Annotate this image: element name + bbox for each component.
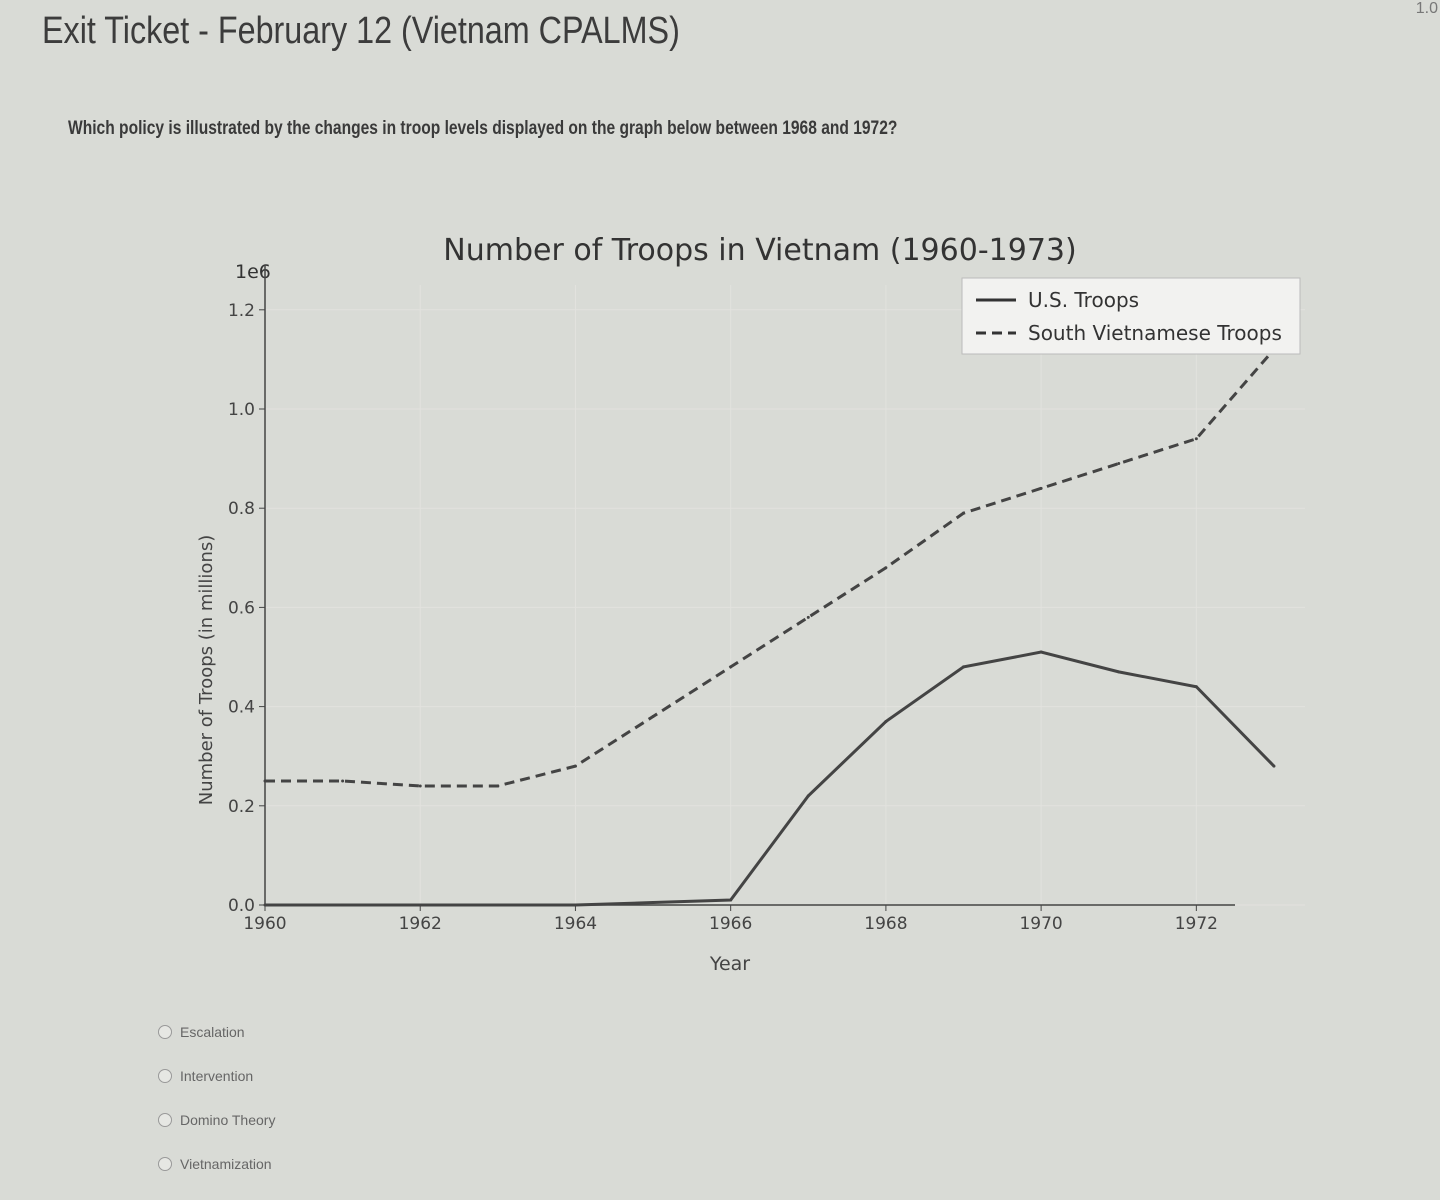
radio-button[interactable] [158, 1113, 172, 1127]
x-tick-label: 1970 [1019, 914, 1062, 934]
svn-troops-point [729, 665, 733, 669]
us-troops-point [962, 665, 966, 669]
legend-us: U.S. Troops [1028, 288, 1139, 312]
us-troops-point [1194, 685, 1198, 689]
us-troops-point [729, 898, 733, 902]
troops-chart: Number of Troops in Vietnam (1960-1973) … [196, 233, 1305, 975]
svn-troops-point [418, 784, 422, 788]
us-troops-point [1117, 670, 1121, 674]
x-tick-label: 1964 [554, 914, 597, 934]
y-tick-label: 1.0 [228, 400, 255, 420]
y-tick-label: 0.6 [228, 598, 255, 618]
svn-troops-point [651, 715, 655, 719]
radio-button[interactable] [158, 1025, 172, 1039]
answer-options: Escalation Intervention Domino Theory Vi… [158, 1010, 275, 1186]
legend-svn: South Vietnamese Troops [1028, 321, 1282, 345]
us-troops-point [263, 903, 267, 907]
svn-troops-point [962, 511, 966, 515]
svn-troops-point [1194, 437, 1198, 441]
us-troops-point [651, 901, 655, 905]
option-label: Domino Theory [180, 1112, 276, 1128]
us-troops-point [418, 903, 422, 907]
us-troops-point [1039, 650, 1043, 654]
us-troops-point [884, 719, 888, 723]
option-label: Intervention [180, 1068, 254, 1084]
y-axis-label: Number of Troops (in millions) [196, 535, 217, 806]
svn-troops-point [496, 784, 500, 788]
svn-troops-point [806, 615, 810, 619]
y-offset-label: 1e6 [235, 261, 271, 283]
option-vietnamization[interactable]: Vietnamization [158, 1142, 275, 1186]
us-troops-point [806, 794, 810, 798]
option-label: Escalation [180, 1024, 245, 1040]
y-tick-label: 0.0 [228, 896, 255, 916]
us-troops-point [496, 903, 500, 907]
radio-button[interactable] [158, 1069, 172, 1083]
us-troops-point [341, 903, 345, 907]
svn-troops-point [341, 779, 345, 783]
south-vietnamese-troops-line [265, 348, 1276, 788]
y-tick-label: 1.2 [228, 301, 255, 321]
x-axis-label: Year [709, 953, 750, 975]
svn-troops-point [263, 779, 267, 783]
x-tick-label: 1972 [1175, 914, 1218, 934]
legend: U.S. Troops South Vietnamese Troops [961, 277, 1301, 355]
question-text: Which policy is illustrated by the chang… [68, 118, 898, 139]
x-tick-label: 1966 [709, 914, 752, 934]
x-tick-label: 1968 [864, 914, 907, 934]
x-tick-label: 1960 [243, 914, 286, 934]
option-label: Vietnamization [180, 1156, 272, 1172]
y-tick-label: 0.4 [228, 698, 255, 718]
svn-troops-point [884, 566, 888, 570]
us-troops-line [265, 650, 1276, 907]
option-intervention[interactable]: Intervention [158, 1054, 275, 1098]
radio-button[interactable] [158, 1157, 172, 1171]
x-tick-label: 1962 [399, 914, 442, 934]
us-troops-point [573, 903, 577, 907]
svn-troops-point [1039, 486, 1043, 490]
y-tick-label: 0.8 [228, 499, 255, 519]
option-escalation[interactable]: Escalation [158, 1010, 275, 1054]
corner-text: 1.0 [1415, 0, 1438, 17]
page-title: Exit Ticket - February 12 (Vietnam CPALM… [42, 10, 680, 52]
y-tick-label: 0.2 [228, 797, 255, 817]
chart-title: Number of Troops in Vietnam (1960-1973) [443, 233, 1076, 268]
us-troops-point [1272, 764, 1276, 768]
svn-troops-point [1117, 462, 1121, 466]
svn-troops-point [573, 764, 577, 768]
option-domino-theory[interactable]: Domino Theory [158, 1098, 275, 1142]
